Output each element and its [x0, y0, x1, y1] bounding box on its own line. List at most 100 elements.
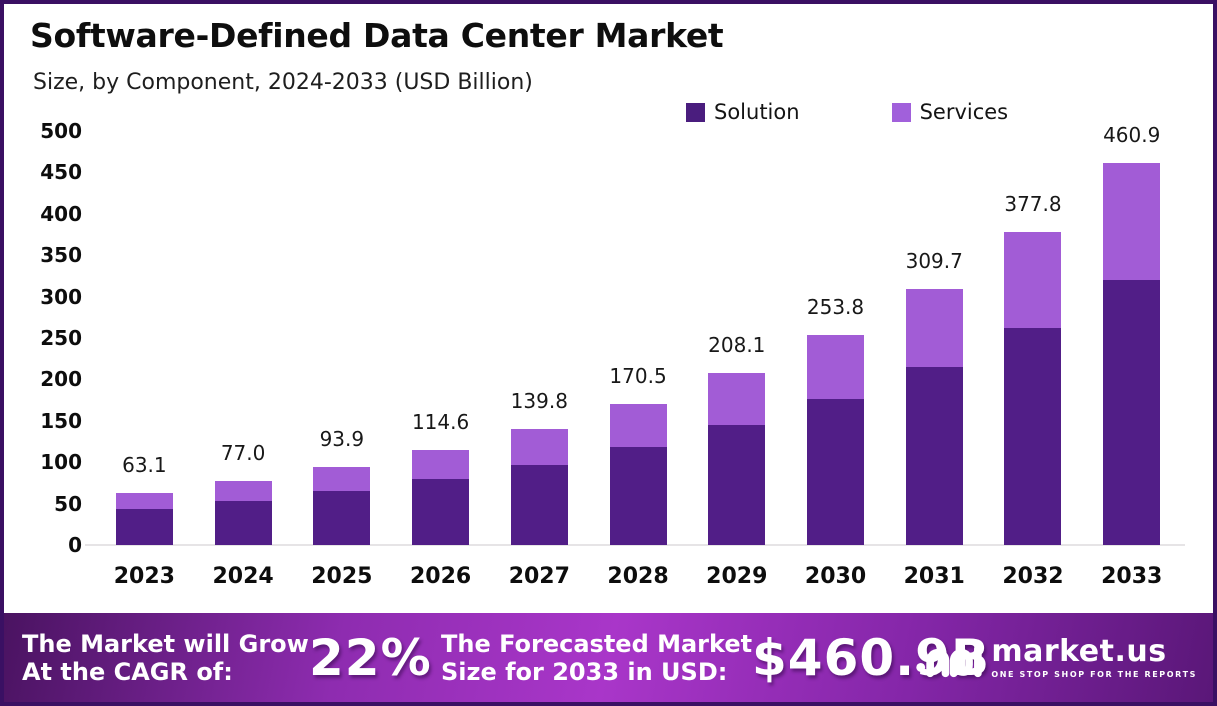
bar-total-label-2025: 93.9	[319, 427, 365, 452]
bar-total-label-2033: 460.9	[1103, 123, 1161, 148]
legend-label-services: Services	[919, 100, 1009, 124]
services-segment-2028	[609, 403, 667, 447]
y-tick-0: 0	[68, 533, 82, 557]
x-label-2027: 2027	[508, 564, 570, 589]
bar-column-2030: 253.8	[786, 131, 885, 545]
y-tick-100: 100	[40, 450, 82, 475]
x-label-2032: 2032	[1002, 564, 1064, 589]
solution-segment-2030	[807, 398, 864, 545]
services-segment-2027	[510, 429, 568, 465]
y-tick-350: 350	[40, 243, 82, 268]
solution-segment-2026	[412, 479, 470, 545]
bar-column-2025: 93.9	[292, 131, 391, 545]
bar-total-label-2031: 309.7	[905, 248, 963, 273]
y-tick-250: 250	[40, 326, 82, 350]
x-label-2031: 2031	[903, 564, 965, 589]
solution-segment-2029	[708, 425, 766, 545]
x-label-2025: 2025	[311, 564, 373, 589]
solution-segment-2025	[313, 490, 371, 545]
marketus-logo-name: market.us	[991, 633, 1167, 669]
bar-stack-2027	[510, 429, 568, 545]
bar-total-label-2032: 377.8	[1004, 192, 1062, 217]
marketus-logo-text-block: market.us ONE STOP SHOP FOR THE REPORTS	[991, 633, 1197, 679]
solution-segment-2031	[905, 366, 963, 545]
bar-stack-2023	[115, 492, 173, 545]
bar-column-2033: 460.9	[1082, 123, 1181, 545]
services-segment-2023	[115, 492, 173, 509]
x-axis-line	[85, 544, 1185, 546]
bar-column-2031: 309.7	[885, 131, 984, 545]
bar-column-2027: 139.8	[490, 131, 589, 545]
solution-segment-2024	[214, 500, 272, 545]
page-title: Software-Defined Data Center Market	[30, 16, 724, 55]
solution-segment-2027	[510, 464, 568, 545]
forecast-label: The Forecasted Market Size for 2033 in U…	[441, 630, 752, 686]
solution-segment-2028	[609, 446, 667, 545]
solution-segment-2032	[1004, 327, 1062, 545]
legend-item-solution: Solution	[686, 100, 800, 124]
bar-stack-2025	[313, 467, 371, 545]
services-segment-2029	[708, 372, 766, 426]
bar-total-label-2028: 170.5	[609, 363, 667, 388]
x-axis-labels: 2023 2024 2025 2026 2027 2028 2029 2030 2031 2032…	[95, 564, 1181, 589]
y-tick-300: 300	[40, 284, 82, 309]
cagr-label-line2: At the CAGR of:	[22, 657, 233, 686]
bar-stack-2032	[1004, 232, 1062, 545]
services-segment-2024	[214, 481, 272, 501]
bar-stack-2030	[807, 334, 864, 545]
y-axis: 500 450 400 350 300 250 200 150 100 50 0	[12, 119, 82, 557]
cagr-value: 22%	[309, 628, 432, 687]
y-tick-500: 500	[40, 119, 82, 143]
y-tick-450: 450	[40, 160, 82, 185]
bar-column-2024: 77.0	[194, 131, 293, 545]
bar-column-2023: 63.1	[95, 131, 194, 545]
y-tick-150: 150	[40, 408, 82, 433]
chart-legend: Solution Services	[686, 100, 1008, 124]
bar-stack-2029	[708, 372, 766, 545]
bar-stack-2028	[609, 403, 667, 545]
bar-total-label-2029: 208.1	[708, 332, 766, 357]
cagr-label-line1: The Market will Grow	[22, 629, 309, 658]
legend-item-services: Services	[891, 100, 1009, 124]
solution-swatch-icon	[686, 102, 705, 122]
x-label-2030: 2030	[804, 564, 867, 589]
y-tick-400: 400	[40, 201, 82, 226]
bar-column-2029: 208.1	[687, 131, 786, 545]
cagr-label: The Market will Grow At the CAGR of:	[22, 630, 309, 686]
forecast-label-line1: The Forecasted Market	[441, 629, 753, 658]
bar-column-2028: 170.5	[589, 131, 688, 545]
bar-stack-2026	[412, 450, 470, 545]
solution-segment-2023	[115, 508, 173, 545]
marketus-logo-tagline: ONE STOP SHOP FOR THE REPORTS	[991, 669, 1197, 679]
bar-total-label-2030: 253.8	[806, 294, 865, 319]
x-label-2033: 2033	[1101, 564, 1163, 589]
x-label-2024: 2024	[212, 564, 274, 589]
bar-stack-2031	[905, 288, 963, 545]
x-label-2023: 2023	[113, 564, 175, 589]
bar-column-2026: 114.6	[391, 131, 490, 545]
y-tick-200: 200	[40, 367, 82, 392]
forecast-value: $460.9B	[752, 628, 991, 687]
bar-total-label-2027: 139.8	[510, 389, 568, 414]
legend-label-solution: Solution	[714, 100, 800, 124]
bar-stack-2033	[1103, 163, 1161, 545]
forecast-label-line2: Size for 2033 in USD:	[441, 657, 728, 686]
services-segment-2025	[313, 467, 371, 491]
services-segment-2032	[1004, 232, 1062, 328]
solution-segment-2033	[1103, 279, 1161, 545]
bar-plot-area: 63.1 77.0 93.9 114.6 139.8 170.5 208.1 253.8 309…	[95, 123, 1181, 545]
services-swatch-icon	[891, 102, 911, 122]
y-tick-50: 50	[54, 491, 82, 516]
marketus-logo: market.us ONE STOP SHOP FOR THE REPORTS	[916, 635, 1197, 681]
chart-subtitle: Size, by Component, 2024-2033 (USD Billi…	[33, 70, 533, 95]
bar-total-label-2024: 77.0	[220, 441, 266, 466]
bar-total-label-2026: 114.6	[411, 410, 470, 435]
bar-column-2032: 377.8	[984, 131, 1083, 545]
services-segment-2033	[1103, 163, 1161, 280]
bar-stack-2024	[214, 481, 272, 545]
x-label-2029: 2029	[706, 564, 768, 589]
x-label-2026: 2026	[409, 564, 472, 589]
services-segment-2026	[412, 450, 470, 479]
x-label-2028: 2028	[607, 564, 669, 589]
